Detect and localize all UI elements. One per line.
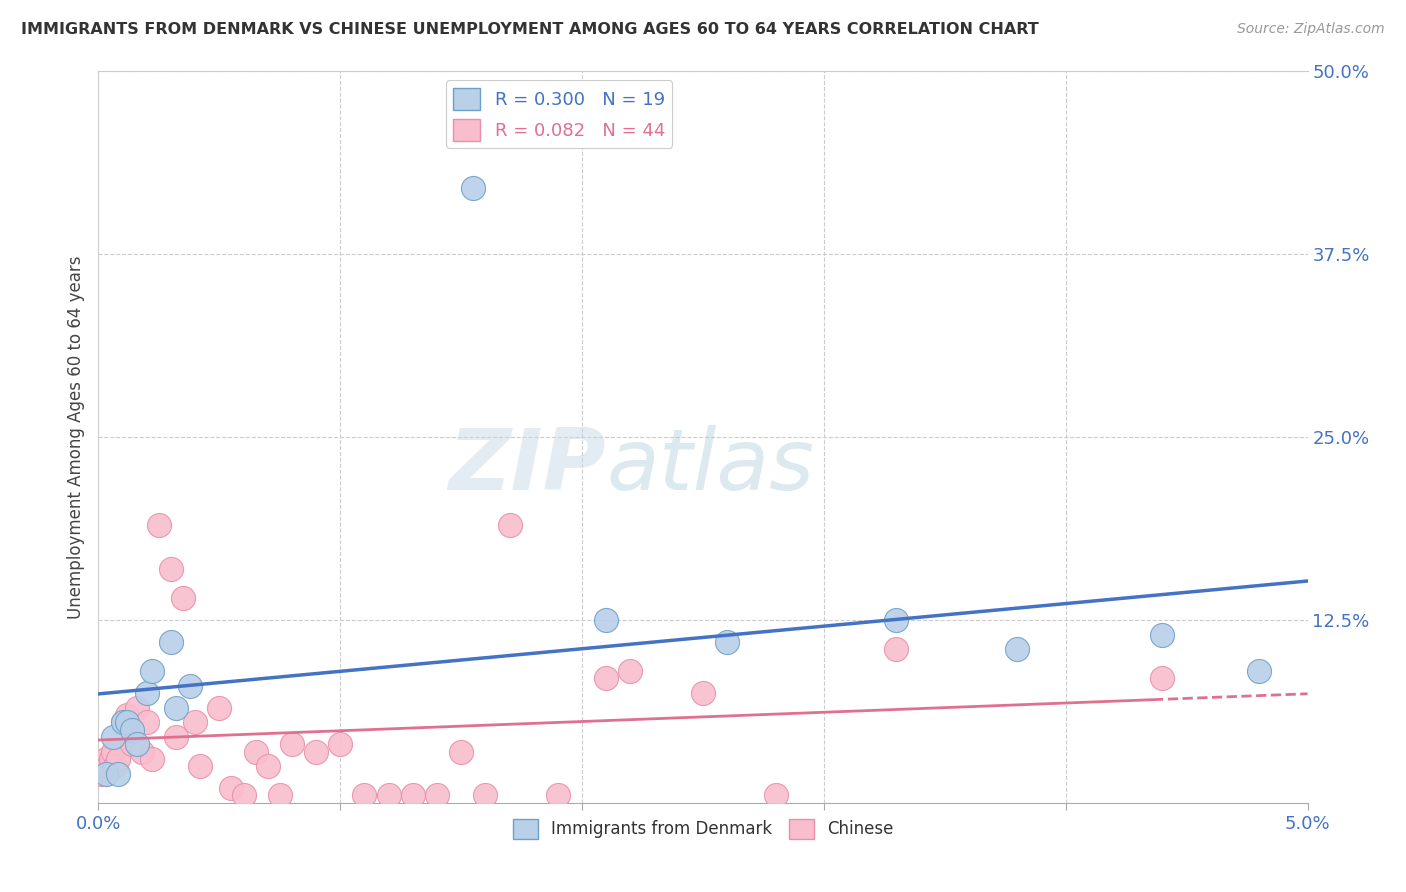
Point: [426, 789, 449, 803]
Point: [269, 789, 291, 803]
Point: [353, 789, 375, 803]
Point: [256, 759, 278, 773]
Point: [94, 766, 117, 780]
Point: [135, 715, 157, 730]
Point: [595, 672, 617, 686]
Point: [1152, 627, 1174, 641]
Point: [91, 759, 114, 773]
Point: [305, 745, 328, 759]
Point: [131, 745, 153, 759]
Point: [135, 686, 157, 700]
Point: [245, 745, 267, 759]
Point: [692, 686, 714, 700]
Point: [1007, 642, 1029, 657]
Text: Source: ZipAtlas.com: Source: ZipAtlas.com: [1237, 22, 1385, 37]
Point: [402, 789, 425, 803]
Point: [111, 715, 134, 730]
Point: [172, 591, 194, 605]
Point: [377, 789, 399, 803]
Point: [165, 730, 187, 744]
Point: [498, 517, 520, 532]
Point: [107, 752, 129, 766]
Y-axis label: Unemployment Among Ages 60 to 64 years: Unemployment Among Ages 60 to 64 years: [66, 255, 84, 619]
Point: [148, 517, 170, 532]
Text: atlas: atlas: [606, 425, 814, 508]
Point: [141, 664, 163, 678]
Point: [121, 723, 143, 737]
Point: [281, 737, 304, 751]
Point: [127, 737, 149, 751]
Point: [619, 664, 641, 678]
Point: [208, 700, 231, 714]
Point: [547, 789, 569, 803]
Point: [1152, 672, 1174, 686]
Point: [184, 715, 207, 730]
Text: ZIP: ZIP: [449, 425, 606, 508]
Point: [160, 562, 183, 576]
Point: [94, 752, 117, 766]
Point: [160, 635, 183, 649]
Point: [463, 181, 485, 195]
Point: [179, 679, 201, 693]
Point: [221, 781, 243, 796]
Point: [165, 700, 187, 714]
Point: [329, 737, 352, 751]
Point: [121, 737, 143, 751]
Point: [595, 613, 617, 627]
Point: [117, 708, 139, 723]
Point: [127, 700, 149, 714]
Point: [886, 642, 908, 657]
Point: [474, 789, 496, 803]
Point: [107, 766, 129, 780]
Point: [232, 789, 254, 803]
Point: [104, 759, 127, 773]
Point: [90, 766, 112, 780]
Point: [111, 715, 134, 730]
Point: [141, 752, 163, 766]
Point: [450, 745, 472, 759]
Point: [1249, 664, 1271, 678]
Point: [101, 730, 124, 744]
Point: [765, 789, 787, 803]
Text: IMMIGRANTS FROM DENMARK VS CHINESE UNEMPLOYMENT AMONG AGES 60 TO 64 YEARS CORREL: IMMIGRANTS FROM DENMARK VS CHINESE UNEMP…: [21, 22, 1039, 37]
Point: [101, 745, 124, 759]
Point: [117, 715, 139, 730]
Point: [188, 759, 211, 773]
Point: [97, 759, 120, 773]
Point: [100, 752, 122, 766]
Legend: Immigrants from Denmark, Chinese: Immigrants from Denmark, Chinese: [506, 812, 900, 846]
Point: [716, 635, 738, 649]
Point: [886, 613, 908, 627]
